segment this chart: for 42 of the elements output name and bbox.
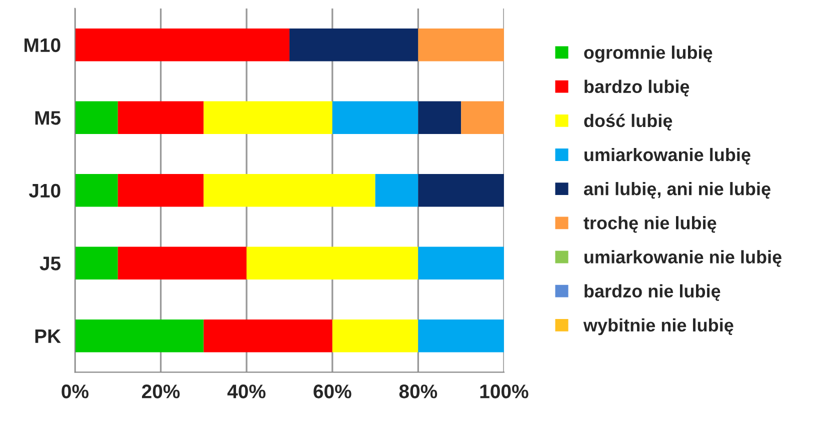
legend-label: wybitnie nie lubię xyxy=(583,318,734,336)
y-tick-label: J5 xyxy=(40,256,61,270)
x-tick-label: 80% xyxy=(399,384,438,398)
bar xyxy=(118,246,247,280)
legend-label: ani lubię, ani nie lubię xyxy=(584,182,770,199)
bar xyxy=(118,101,204,134)
x-tick-label: 0% xyxy=(62,384,89,398)
bar xyxy=(204,101,332,134)
bar xyxy=(246,246,418,280)
y-tick-label: PK xyxy=(35,330,61,343)
bar xyxy=(74,101,118,134)
legend-label: dość lubię xyxy=(584,114,672,131)
x-tick-label: 100% xyxy=(480,384,528,398)
bar xyxy=(332,101,418,134)
bar xyxy=(118,174,204,207)
bar xyxy=(74,319,204,352)
x-tick-label: 20% xyxy=(142,384,180,398)
y-tick-label: M10 xyxy=(24,38,60,52)
bar xyxy=(332,319,418,352)
legend-label: umiarkowanie nie lubię xyxy=(584,250,782,267)
x-tick-label: 40% xyxy=(227,384,266,398)
legend-label: bardzo nie lubię xyxy=(584,284,720,301)
bar xyxy=(375,174,418,207)
bar xyxy=(418,319,504,352)
legend-label: bardzo lubię xyxy=(584,80,690,96)
legend-label: trochę nie lubię xyxy=(584,216,716,233)
bar xyxy=(204,319,332,352)
y-tick-label: M5 xyxy=(35,111,61,125)
y-tick-label: J10 xyxy=(28,184,60,198)
bar xyxy=(74,246,118,280)
bar xyxy=(418,101,462,134)
legend-label: umiarkowanie lubię xyxy=(584,148,750,165)
bar xyxy=(74,28,290,62)
bar xyxy=(418,174,504,207)
bar xyxy=(418,28,504,62)
bar xyxy=(461,101,504,134)
bar xyxy=(204,174,376,207)
legend-label: ogromnie lubię xyxy=(584,46,712,63)
x-tick-label: 60% xyxy=(314,384,352,398)
bar xyxy=(289,28,418,62)
bar xyxy=(74,174,118,207)
bar xyxy=(418,246,504,280)
